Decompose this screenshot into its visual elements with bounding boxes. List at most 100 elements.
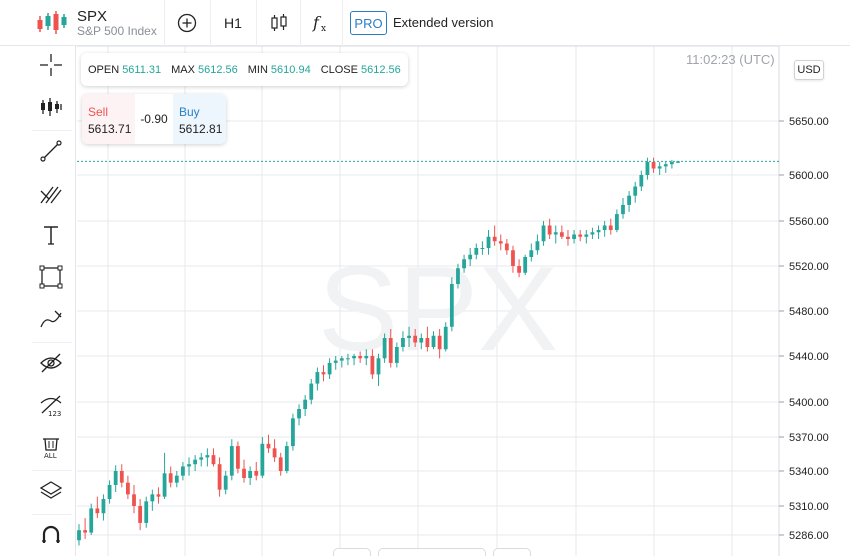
brush-tool[interactable] xyxy=(34,302,68,336)
crosshair-tool[interactable] xyxy=(34,48,68,82)
text-icon xyxy=(44,226,58,245)
svg-text:123: 123 xyxy=(48,410,61,417)
candle-body xyxy=(553,232,558,235)
layers-tool[interactable] xyxy=(34,474,68,508)
candle-body xyxy=(511,250,515,266)
candle-body xyxy=(590,232,595,235)
open-label: OPEN xyxy=(88,63,120,76)
buy-label: Buy xyxy=(179,105,200,119)
buy-button[interactable]: Buy 5612.81 xyxy=(173,94,226,144)
max-label: MAX xyxy=(171,63,195,76)
hide-drawings-tool[interactable] xyxy=(34,346,68,380)
candle-body xyxy=(394,347,399,363)
rectangle-icon xyxy=(39,265,63,289)
candle-body xyxy=(181,466,185,476)
candlestick-logo-icon xyxy=(37,11,67,34)
candle-body xyxy=(578,234,583,237)
candle-body xyxy=(284,446,289,471)
candle-body xyxy=(559,232,564,237)
layers-icon xyxy=(39,481,63,499)
max-value: 5612.56 xyxy=(197,63,238,76)
sell-button[interactable]: Sell 5613.71 xyxy=(82,94,135,144)
candle-body xyxy=(486,236,491,248)
pro-badge[interactable]: PRO xyxy=(350,11,387,35)
trendline-icon xyxy=(40,140,62,162)
candle-body xyxy=(89,508,94,533)
candle-body xyxy=(138,506,143,523)
magnet-icon xyxy=(42,525,60,543)
candle-body xyxy=(651,162,656,169)
text-tool[interactable] xyxy=(34,218,68,252)
chart-type-button[interactable] xyxy=(266,8,292,38)
symbol-description: S&P 500 Index xyxy=(77,24,157,38)
open-value: 5611.31 xyxy=(122,63,162,76)
brush-icon xyxy=(40,310,62,328)
add-compare-button[interactable] xyxy=(172,8,202,38)
hide-values-tool[interactable]: 123 xyxy=(34,388,68,422)
candle-body xyxy=(83,530,88,533)
candle-body xyxy=(107,485,112,499)
spread-value: -0.90 xyxy=(140,112,168,126)
hide-values-icon: 123 xyxy=(40,395,62,417)
bottom-tab[interactable] xyxy=(333,548,371,556)
candle-body xyxy=(529,250,534,257)
candle-body xyxy=(236,446,240,469)
watermark: SPX xyxy=(318,242,558,376)
price-axis[interactable]: 5650.00 5600.00 5560.00 5520.00 5480.00 5440.… xyxy=(77,45,829,556)
candle-body xyxy=(370,356,375,375)
candle-body xyxy=(174,475,179,483)
candle-body xyxy=(193,459,198,465)
sell-price: 5613.71 xyxy=(88,122,132,136)
trendline-tool[interactable] xyxy=(34,134,68,168)
candle-body xyxy=(419,338,424,343)
indicators-tool[interactable] xyxy=(34,90,68,124)
candle-body xyxy=(101,499,106,514)
currency-badge[interactable]: USD xyxy=(794,60,824,80)
candle-type-icon xyxy=(271,14,287,31)
left-toolbar: 123 ALL xyxy=(0,46,76,556)
utc-clock: 11:02:23 (UTC) xyxy=(686,52,775,67)
candle-body xyxy=(504,243,509,251)
magnet-tool[interactable] xyxy=(34,518,68,552)
candles xyxy=(77,157,680,546)
candle-body xyxy=(77,530,81,541)
bottom-tab[interactable] xyxy=(493,548,531,556)
price-tick-label: 5520.00 xyxy=(789,261,829,273)
candle-body xyxy=(443,326,448,350)
timeframe-button[interactable]: H1 xyxy=(224,15,242,31)
candle-body xyxy=(303,399,308,409)
candle-body xyxy=(608,225,613,230)
candle-body xyxy=(407,335,411,338)
min-value: 5610.94 xyxy=(270,63,311,76)
candle-body xyxy=(669,162,674,165)
candle-body xyxy=(401,338,405,347)
svg-text:ALL: ALL xyxy=(44,452,57,459)
candle-body xyxy=(278,457,283,471)
candle-body xyxy=(126,482,130,495)
delete-all-tool[interactable]: ALL xyxy=(34,430,68,464)
rectangle-tool[interactable] xyxy=(34,260,68,294)
candle-body xyxy=(291,418,295,447)
candle-body xyxy=(162,473,167,497)
price-tick-label: 5560.00 xyxy=(789,216,829,228)
candle-body xyxy=(339,358,344,361)
candle-body xyxy=(663,164,668,167)
indicators-icon xyxy=(41,98,62,116)
extended-version-link[interactable]: Extended version xyxy=(393,15,494,30)
candle-body xyxy=(223,475,228,490)
price-tick-label: 5286.00 xyxy=(789,530,829,542)
candle-body xyxy=(364,356,369,359)
candle-body xyxy=(456,268,460,284)
price-tick-label: 5310.00 xyxy=(789,501,829,513)
candle-body xyxy=(229,446,234,476)
candle-body xyxy=(95,508,100,514)
symbol-name[interactable]: SPX xyxy=(77,8,108,25)
bottom-tab[interactable] xyxy=(378,548,486,556)
candle-body xyxy=(492,236,497,242)
candle-body xyxy=(260,443,265,476)
candle-body xyxy=(358,356,363,359)
fibonacci-tool[interactable] xyxy=(34,176,68,210)
candle-body xyxy=(187,464,191,467)
